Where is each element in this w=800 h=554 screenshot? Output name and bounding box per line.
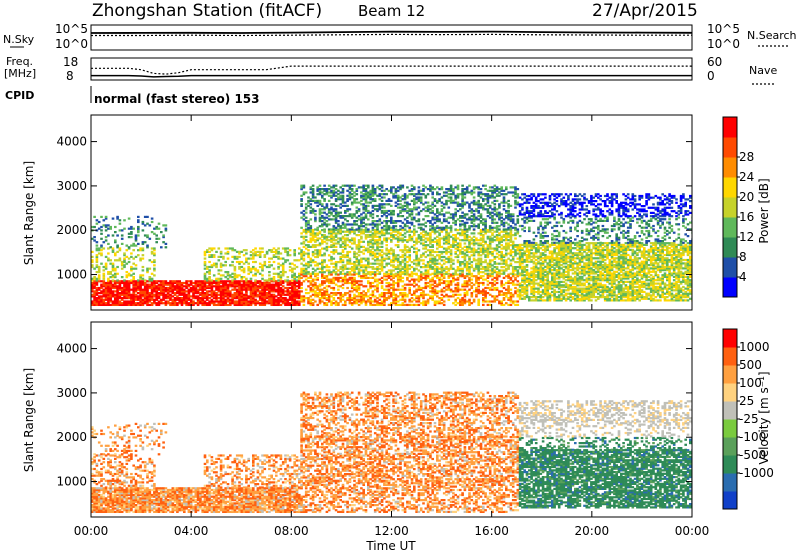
power-colorbar-segment: [723, 137, 737, 158]
beam-label: Beam 12: [358, 2, 425, 20]
power-colorbar-segment: [723, 197, 737, 218]
cpid-label: CPID: [5, 89, 34, 102]
noise-series-0: [90, 30, 693, 34]
power-colorbar-tick-label: 20: [739, 190, 754, 204]
power-colorbar-label: Power [dB]: [757, 178, 771, 243]
noise-right-tick-top: 10^5: [707, 22, 740, 36]
velocity-colorbar-segment: [723, 473, 737, 492]
velocity-colorbar-segment: [723, 419, 737, 438]
nave-label: Nave: [749, 64, 777, 77]
power-colorbar-segment: [723, 177, 737, 198]
nave-right-tick-top: 60: [707, 55, 722, 69]
velocity-ylabel: Slant Range [km]: [22, 368, 36, 472]
power-colorbar-tick-label: 4: [739, 270, 747, 284]
velocity-heatmap: [91, 391, 692, 513]
velocity-colorbar-segment: [723, 401, 737, 420]
power-colorbar-segment: [723, 217, 737, 238]
power-colorbar-tick-label: 8: [739, 250, 747, 264]
velocity-ytick-label-4000: 4000: [56, 342, 87, 356]
velocity-colorbar-segment: [723, 491, 737, 510]
power-ytick-label-3000: 3000: [56, 179, 87, 193]
date-label: 27/Apr/2015: [592, 1, 698, 21]
nave-right-tick-bottom: 0: [707, 69, 715, 83]
velocity-colorbar-segment: [723, 383, 737, 402]
x-axis-label: Time UT: [365, 539, 416, 553]
power-ytick-label-4000: 4000: [56, 135, 87, 149]
freq-left-tick-top: 18: [63, 55, 78, 69]
velocity-colorbar-segment: [723, 365, 737, 384]
noise-left-tick-bottom: 10^0: [55, 37, 88, 51]
power-colorbar-tick-label: 16: [739, 210, 754, 224]
noise-series-1: [91, 33, 692, 37]
noise-left-tick-top: 10^5: [55, 22, 88, 36]
x-tick-label-6: 00:00: [675, 524, 710, 538]
x-tick-label-1: 04:00: [174, 524, 209, 538]
freq-series-1: [91, 65, 692, 75]
x-tick-label-3: 12:00: [374, 524, 409, 538]
power-panel: 1000 2000 3000 4000 Slant Range [km] 4 8 12 16…: [22, 114, 771, 311]
velocity-colorbar-tick-label: 25: [739, 394, 754, 408]
frequency-panel: Freq. [MHz] 18 8 60 0 Nave: [4, 55, 777, 85]
x-tick-label-4: 16:00: [474, 524, 509, 538]
power-colorbar-tick-label: 24: [739, 170, 754, 184]
power-colorbar-segment: [723, 157, 737, 178]
x-tick-label-2: 08:00: [274, 524, 309, 538]
velocity-colorbar-label: Velocity [m s⁻¹]: [757, 371, 771, 464]
noise-right-label: N.Search: [747, 29, 797, 42]
velocity-colorbar-tick-label: -1000: [739, 466, 774, 480]
velocity-ytick-label-2000: 2000: [56, 430, 87, 444]
freq-left-tick-bottom: 8: [66, 69, 74, 83]
velocity-colorbar-segment: [723, 437, 737, 456]
station-title: Zhongshan Station (fitACF): [92, 1, 322, 21]
power-ylabel: Slant Range [km]: [22, 161, 36, 265]
power-heatmap: [91, 184, 692, 306]
noise-left-label: N.Sky: [3, 33, 35, 46]
noise-panel: N.Sky 10^5 10^0 10^5 10^0 N.Search: [3, 22, 797, 51]
velocity-colorbar-segment: [723, 347, 737, 366]
power-colorbar-tick-label: 12: [739, 230, 754, 244]
power-colorbar-segment: [723, 117, 737, 138]
freq-series-0: [91, 74, 692, 78]
velocity-colorbar-tick-label: 500: [739, 358, 762, 372]
velocity-panel: 1000 2000 3000 4000 Slant Range [km] 1000 50…: [22, 321, 774, 553]
power-colorbar-segment: [723, 257, 737, 278]
power-ytick-label-2000: 2000: [56, 223, 87, 237]
velocity-colorbar-segment: [723, 455, 737, 474]
velocity-ytick-label-1000: 1000: [56, 475, 87, 489]
cpid-text: normal (fast stereo) 153: [94, 92, 260, 106]
noise-right-tick-bottom: 10^0: [707, 37, 740, 51]
velocity-colorbar-tick-label: -500: [739, 448, 766, 462]
velocity-ytick-label-3000: 3000: [56, 386, 87, 400]
velocity-colorbar-segment: [723, 329, 737, 348]
power-colorbar-frame: [722, 116, 738, 298]
x-tick-label-5: 20:00: [575, 524, 610, 538]
power-colorbar-tick-label: 28: [739, 150, 754, 164]
velocity-colorbar-tick-label: 100: [739, 376, 762, 390]
velocity-colorbar-tick-label: -25: [739, 412, 759, 426]
power-ytick-label-1000: 1000: [56, 268, 87, 282]
power-colorbar-segment: [723, 277, 737, 298]
velocity-colorbar-tick-label: -100: [739, 430, 766, 444]
velocity-colorbar-tick-label: 1000: [739, 340, 770, 354]
power-colorbar-segment: [723, 237, 737, 258]
freq-label-line2: [MHz]: [4, 67, 36, 80]
x-tick-label-0: 00:00: [74, 524, 109, 538]
freq-label-line1: Freq.: [6, 55, 33, 68]
